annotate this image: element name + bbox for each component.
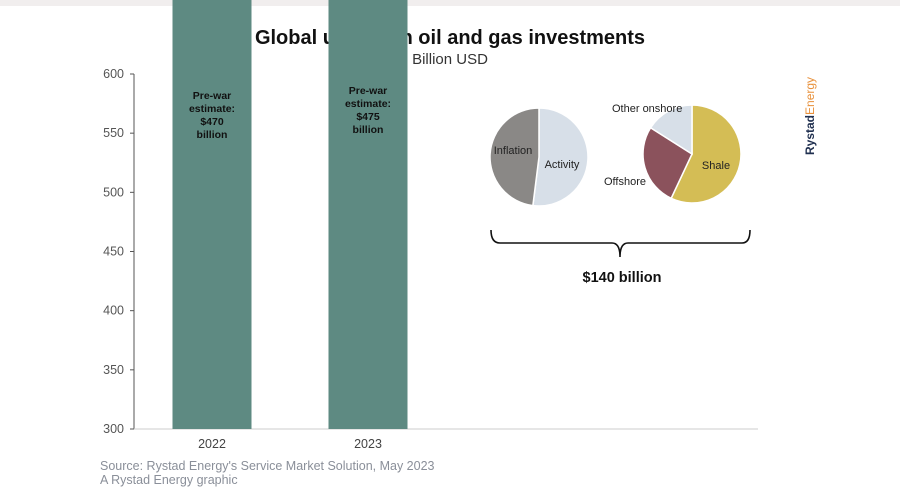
- bar-label: Pre-war: [193, 90, 232, 102]
- pie-slice: [642, 126, 693, 200]
- y-tick-label: 350: [103, 363, 124, 377]
- y-tick-label: 500: [103, 185, 124, 199]
- y-tick-label: 300: [103, 422, 124, 436]
- bar-label: estimate:: [189, 103, 235, 115]
- top-bar: [0, 0, 900, 6]
- brace-label: $140 billion: [583, 270, 662, 286]
- pie-slice: [532, 107, 589, 207]
- pie-slice: [670, 104, 742, 204]
- bar-label: billion: [353, 124, 384, 136]
- credit-note: A Rystad Energy graphic: [100, 473, 238, 487]
- y-tick-label: 600: [103, 67, 124, 81]
- bar-segment: [172, 0, 252, 429]
- pie-label: Offshore: [604, 176, 646, 188]
- y-tick-label: 550: [103, 126, 124, 140]
- x-tick-label: 2023: [354, 437, 382, 451]
- pie-label: Activity: [545, 159, 580, 171]
- x-tick-label: 2022: [198, 437, 226, 451]
- bar-label: billion: [197, 129, 228, 141]
- pie-slice: [649, 104, 693, 156]
- pie-slice: [489, 107, 540, 207]
- pie-label: Inflation: [494, 145, 533, 157]
- brace: [490, 229, 751, 258]
- pie-label: Other onshore: [612, 103, 682, 115]
- pie-label: Shale: [702, 160, 730, 172]
- y-tick-label: 450: [103, 245, 124, 259]
- rystad-logo: RystadEnergy: [803, 76, 817, 155]
- bar-label: Pre-war: [349, 85, 388, 97]
- bar-label: $470: [200, 116, 224, 128]
- source-note: Source: Rystad Energy's Service Market S…: [100, 459, 435, 473]
- chart-subtitle: Billion USD: [412, 51, 488, 68]
- y-tick-label: 400: [103, 304, 124, 318]
- bar-label: $475: [356, 111, 380, 123]
- bar-segment: [328, 0, 408, 429]
- bar-label: estimate:: [345, 98, 391, 110]
